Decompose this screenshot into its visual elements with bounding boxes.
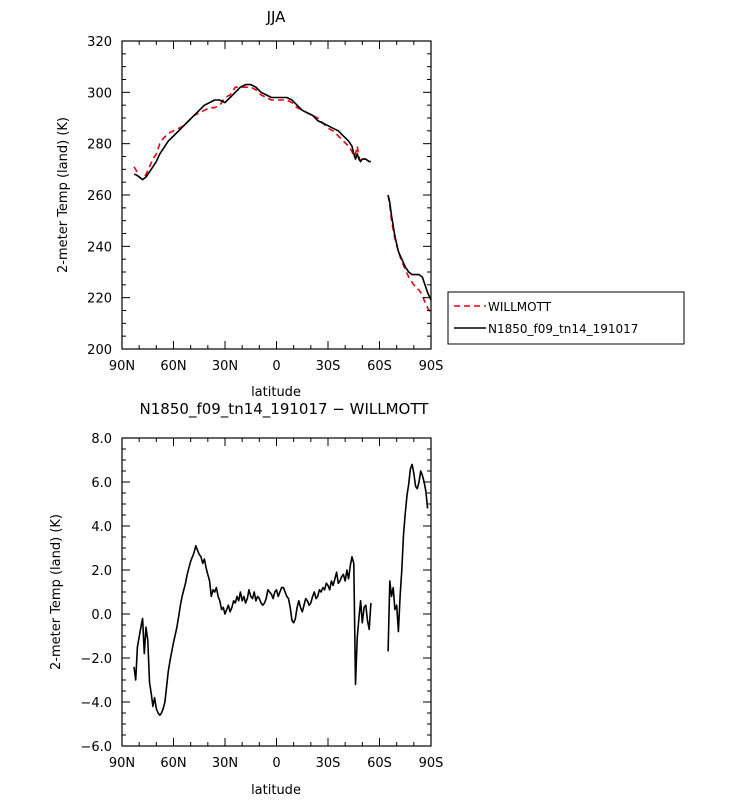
x-axis-ticks: 90N 60N 30N 0 30S 60S 90S (109, 41, 444, 374)
y-tick-label: 8.0 (91, 432, 112, 447)
legend-label-willmott: WILLMOTT (488, 300, 552, 314)
y-axis-ticks: 200 220 240 260 280 300 320 (87, 35, 431, 358)
legend-label-model: N1850_f09_tn14_191017 (488, 322, 638, 336)
y-tick-label: 200 (87, 343, 112, 358)
y-tick-label: 280 (87, 138, 112, 153)
chart-title: JJA (266, 8, 287, 26)
plot-lines (133, 83, 432, 314)
x-tick-label: 60N (160, 359, 186, 374)
x-tick-label: 30N (212, 756, 238, 771)
x-tick-label: 60S (367, 756, 392, 771)
y-tick-label: 260 (87, 189, 112, 204)
series-line-difference-segment-1 (133, 545, 372, 716)
y-axis-ticks: −6.0 −4.0 −2.0 0.0 2.0 4.0 6.0 8.0 (80, 432, 431, 755)
y-tick-label: −4.0 (80, 696, 112, 711)
y-tick-label: 220 (87, 292, 112, 307)
legend-box (447, 291, 685, 345)
x-tick-label: 0 (272, 359, 280, 374)
x-axis-label: latitude (251, 385, 301, 400)
y-axis-label: 2-meter Temp (land) (K) (49, 514, 64, 670)
chart-title: N1850_f09_tn14_191017 − WILLMOTT (140, 400, 430, 419)
bottom-panel-difference: N1850_f09_tn14_191017 − WILLMOTT −6.0 −4.… (49, 400, 443, 798)
y-tick-label: −6.0 (80, 740, 112, 755)
plot-frame (121, 40, 432, 350)
y-tick-label: 240 (87, 240, 112, 255)
series-line-n1850-f09-tn14-191017-segment-2 (387, 194, 432, 301)
x-tick-label: 0 (272, 756, 280, 771)
x-tick-label: 30S (316, 756, 341, 771)
x-axis-ticks: 90N 60N 30N 0 30S 60S 90S (109, 438, 444, 771)
x-tick-label: 90N (109, 359, 135, 374)
y-tick-label: 300 (87, 86, 112, 101)
x-tick-label: 60N (160, 756, 186, 771)
x-tick-label: 90S (419, 756, 444, 771)
series-line-willmott-segment-2 (387, 194, 432, 314)
legend: WILLMOTT N1850_f09_tn14_191017 (447, 291, 685, 345)
series-line-difference-segment-2 (387, 463, 429, 652)
series-line-willmott-segment-1 (133, 86, 371, 181)
y-tick-label: 320 (87, 35, 112, 50)
y-tick-label: 2.0 (91, 564, 112, 579)
y-tick-label: 0.0 (91, 608, 112, 623)
y-tick-label: −2.0 (80, 652, 112, 667)
x-tick-label: 90N (109, 756, 135, 771)
y-axis-label: 2-meter Temp (land) (K) (56, 117, 71, 273)
x-tick-label: 30N (212, 359, 238, 374)
y-tick-label: 4.0 (91, 520, 112, 535)
x-tick-label: 30S (316, 359, 341, 374)
series-line-n1850-f09-tn14-191017-segment-1 (134, 83, 371, 181)
x-axis-label: latitude (251, 783, 301, 798)
plot-lines (133, 463, 429, 716)
y-tick-label: 6.0 (91, 476, 112, 491)
x-tick-label: 90S (419, 359, 444, 374)
x-tick-label: 60S (367, 359, 392, 374)
top-panel-jja: JJA 200 220 240 260 280 300 320 90N 60N 30N 0 30S 6… (56, 8, 685, 400)
